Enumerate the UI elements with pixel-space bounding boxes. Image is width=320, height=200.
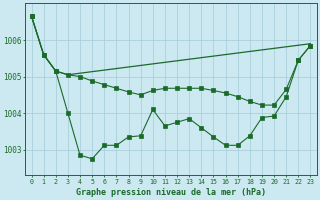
X-axis label: Graphe pression niveau de la mer (hPa): Graphe pression niveau de la mer (hPa) xyxy=(76,188,266,197)
